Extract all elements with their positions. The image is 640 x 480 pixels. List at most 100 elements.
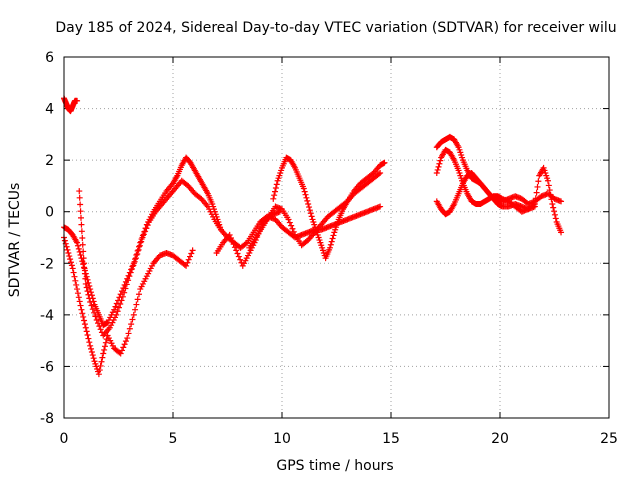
data-point bbox=[84, 288, 91, 295]
data-point bbox=[74, 290, 81, 297]
data-point bbox=[77, 252, 84, 259]
data-point bbox=[126, 325, 133, 332]
data-point bbox=[123, 281, 130, 288]
data-point bbox=[139, 234, 146, 241]
data-point bbox=[61, 237, 68, 244]
data-point bbox=[273, 181, 280, 188]
data-point bbox=[74, 242, 81, 249]
data-point bbox=[119, 293, 126, 300]
data-point bbox=[78, 214, 85, 221]
data-point bbox=[82, 275, 89, 282]
data-point bbox=[271, 192, 278, 199]
series-arc-7 bbox=[270, 154, 388, 262]
data-point bbox=[375, 171, 382, 178]
data-point bbox=[89, 352, 96, 359]
data-point bbox=[82, 324, 89, 331]
y-tick-label: -8 bbox=[40, 411, 54, 427]
data-point bbox=[552, 215, 559, 222]
data-point bbox=[327, 241, 334, 248]
data-point bbox=[81, 260, 88, 267]
data-point bbox=[286, 219, 293, 226]
data-point bbox=[118, 297, 125, 304]
data-point bbox=[67, 259, 74, 266]
data-point bbox=[548, 196, 555, 203]
data-point bbox=[306, 204, 313, 211]
series-arc-5 bbox=[213, 203, 384, 269]
data-point bbox=[546, 187, 553, 194]
data-point bbox=[134, 296, 141, 303]
data-point bbox=[86, 295, 93, 302]
data-point bbox=[79, 310, 86, 317]
data-point bbox=[81, 317, 88, 324]
data-point bbox=[88, 302, 95, 309]
y-axis-label: SDTVAR / TECUs bbox=[7, 183, 23, 298]
data-point bbox=[235, 253, 242, 260]
data-point bbox=[78, 228, 85, 235]
series-arc-10 bbox=[433, 146, 538, 215]
data-point bbox=[132, 255, 139, 262]
data-point bbox=[550, 204, 557, 211]
data-point bbox=[532, 195, 539, 202]
data-point bbox=[134, 251, 141, 258]
y-tick-label: 4 bbox=[45, 102, 54, 118]
data-point bbox=[289, 225, 296, 232]
data-point bbox=[82, 280, 89, 287]
data-point bbox=[75, 294, 82, 301]
data-point bbox=[272, 184, 279, 191]
data-point bbox=[435, 163, 442, 170]
data-point bbox=[72, 277, 79, 284]
data-point bbox=[74, 286, 81, 293]
data-point bbox=[97, 362, 104, 369]
data-point bbox=[81, 270, 88, 277]
data-point bbox=[551, 208, 558, 215]
data-point bbox=[77, 201, 84, 208]
data-point bbox=[98, 358, 105, 365]
data-point bbox=[88, 348, 95, 355]
data-point bbox=[80, 255, 87, 262]
chart-title: Day 185 of 2024, Sidereal Day-to-day VTE… bbox=[55, 20, 616, 36]
data-point bbox=[101, 343, 108, 350]
data-point bbox=[121, 341, 128, 348]
data-point bbox=[533, 189, 540, 196]
data-point bbox=[304, 197, 311, 204]
data-point bbox=[117, 301, 124, 308]
data-point bbox=[84, 331, 91, 338]
data-point bbox=[75, 245, 82, 252]
data-point bbox=[83, 328, 90, 335]
data-point bbox=[96, 367, 103, 374]
data-point bbox=[100, 350, 107, 357]
data-point bbox=[73, 281, 80, 288]
data-point bbox=[64, 246, 71, 253]
data-point bbox=[534, 183, 541, 190]
data-point bbox=[125, 277, 132, 284]
y-tick-label: -2 bbox=[40, 256, 54, 272]
y-tick-label: 0 bbox=[45, 205, 54, 221]
plot-frame bbox=[63, 56, 610, 419]
data-point bbox=[285, 216, 292, 223]
data-point bbox=[129, 265, 136, 272]
data-point bbox=[140, 231, 147, 238]
data-point bbox=[185, 256, 192, 263]
data-point bbox=[97, 326, 104, 333]
grid-layer bbox=[64, 57, 609, 418]
data-point bbox=[120, 344, 127, 351]
data-point bbox=[135, 246, 142, 253]
data-point bbox=[549, 200, 556, 207]
data-point bbox=[99, 354, 106, 361]
data-point bbox=[92, 313, 99, 320]
data-point bbox=[113, 311, 120, 318]
data-point bbox=[76, 194, 83, 201]
data-point bbox=[328, 238, 335, 245]
data-point bbox=[130, 262, 137, 269]
data-point bbox=[272, 188, 279, 195]
data-point bbox=[121, 289, 128, 296]
data-point bbox=[80, 261, 87, 268]
data-point bbox=[81, 321, 88, 328]
data-point bbox=[227, 235, 234, 242]
data-point bbox=[122, 285, 129, 292]
y-tick-label: 6 bbox=[45, 50, 54, 66]
data-point bbox=[307, 210, 314, 217]
data-point bbox=[531, 203, 538, 210]
data-point bbox=[305, 200, 312, 207]
data-point bbox=[183, 262, 190, 269]
